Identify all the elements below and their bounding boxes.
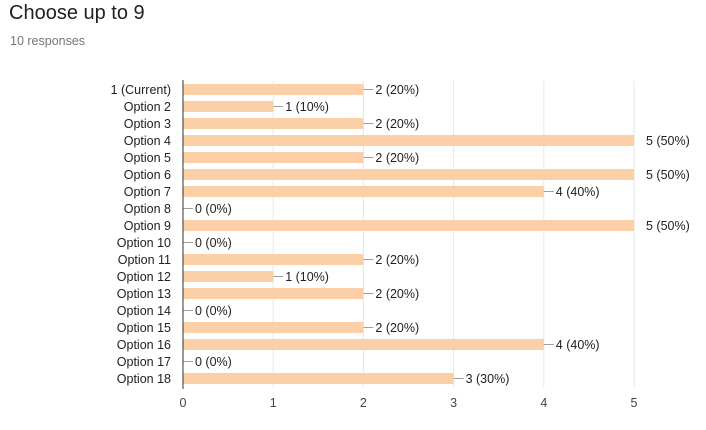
- category-label: Option 17: [117, 355, 171, 369]
- category-label: Option 9: [124, 219, 171, 233]
- x-tick-label: 4: [540, 396, 547, 410]
- bar: [183, 118, 364, 129]
- bar: [183, 288, 364, 299]
- category-label: Option 16: [117, 338, 171, 352]
- bar: [183, 152, 364, 163]
- category-label: Option 7: [124, 185, 171, 199]
- category-label: Option 14: [117, 304, 171, 318]
- category-label: Option 13: [117, 287, 171, 301]
- category-label: Option 2: [124, 100, 171, 114]
- x-tick-label: 3: [450, 396, 457, 410]
- data-label: 0 (0%): [195, 236, 232, 250]
- category-label: Option 5: [124, 151, 171, 165]
- bar: [183, 101, 274, 112]
- bar: [183, 254, 364, 265]
- bar: [183, 169, 634, 180]
- bar: [183, 322, 364, 333]
- category-label: Option 8: [124, 202, 171, 216]
- bar: [183, 220, 634, 231]
- data-label: 1 (10%): [285, 270, 329, 284]
- category-label: Option 4: [124, 134, 171, 148]
- data-label: 3 (30%): [466, 372, 510, 386]
- data-label: 2 (20%): [375, 253, 419, 267]
- data-label: 2 (20%): [375, 321, 419, 335]
- category-label: Option 6: [124, 168, 171, 182]
- bar: [183, 271, 274, 282]
- category-label: Option 12: [117, 270, 171, 284]
- data-label: 5 (50%): [646, 168, 690, 182]
- x-tick-label: 2: [360, 396, 367, 410]
- data-label: 0 (0%): [195, 304, 232, 318]
- data-label: 5 (50%): [646, 134, 690, 148]
- data-label: 0 (0%): [195, 202, 232, 216]
- category-label: Option 18: [117, 372, 171, 386]
- bar: [183, 186, 544, 197]
- data-label: 0 (0%): [195, 355, 232, 369]
- data-label: 5 (50%): [646, 219, 690, 233]
- bar: [183, 84, 364, 95]
- category-label: Option 10: [117, 236, 171, 250]
- category-label: Option 15: [117, 321, 171, 335]
- category-label: Option 3: [124, 117, 171, 131]
- data-label: 2 (20%): [375, 287, 419, 301]
- bar: [183, 373, 454, 384]
- bar: [183, 135, 634, 146]
- data-label: 4 (40%): [556, 185, 600, 199]
- x-tick-label: 0: [180, 396, 187, 410]
- data-label: 1 (10%): [285, 100, 329, 114]
- chart-title: Choose up to 9: [9, 2, 145, 24]
- x-tick-label: 1: [270, 396, 277, 410]
- data-label: 2 (20%): [375, 83, 419, 97]
- x-tick-label: 5: [631, 396, 638, 410]
- category-label: Option 11: [118, 253, 171, 267]
- bar: [183, 339, 544, 350]
- data-label: 2 (20%): [375, 117, 419, 131]
- data-label: 4 (40%): [556, 338, 600, 352]
- category-label: 1 (Current): [111, 83, 171, 97]
- data-label: 2 (20%): [375, 151, 419, 165]
- response-count: 10 responses: [10, 34, 86, 48]
